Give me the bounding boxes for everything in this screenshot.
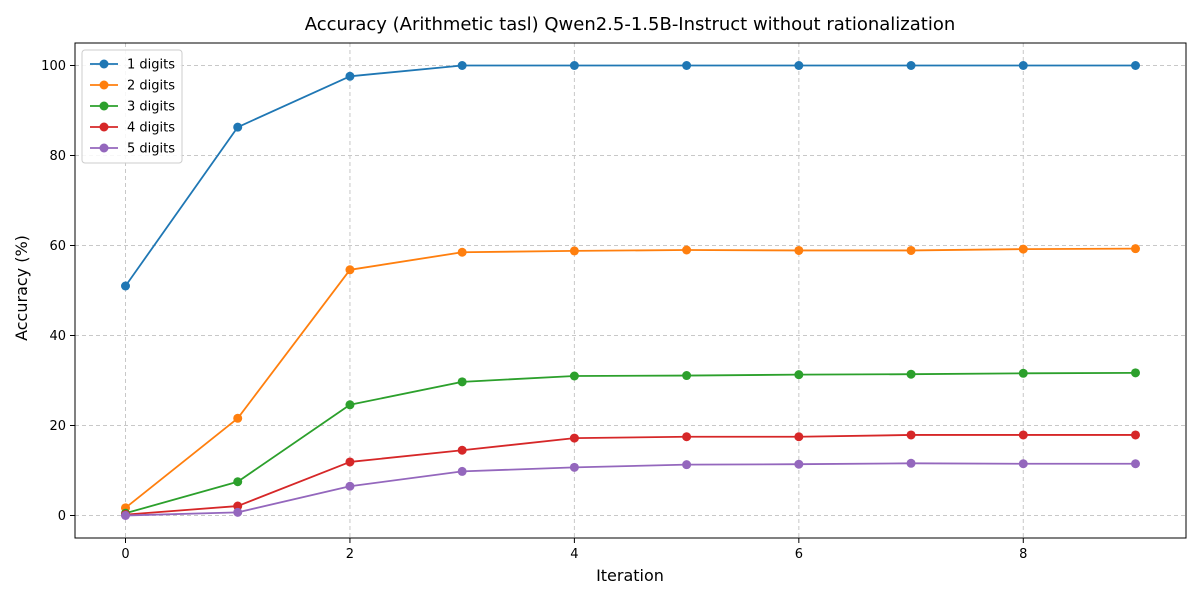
series-line (124, 247, 1136, 509)
legend-label: 3 digits (127, 100, 175, 115)
data-point (906, 245, 916, 255)
legend-item: 1 digits (90, 58, 175, 73)
data-point (1131, 430, 1140, 440)
legend-marker (99, 80, 109, 90)
data-point (457, 377, 467, 387)
data-point (682, 61, 692, 70)
plot-frame (74, 42, 1187, 539)
x-axis-label: Iteration (596, 566, 664, 585)
x-tick-label: 4 (570, 547, 578, 562)
data-point (1018, 430, 1028, 440)
data-point (682, 371, 692, 381)
y-tick-label: 0 (58, 509, 66, 524)
data-point (906, 61, 916, 70)
data-point (345, 400, 355, 410)
data-point (457, 247, 467, 257)
data-point (233, 413, 243, 423)
data-point (569, 433, 579, 443)
data-point (457, 466, 467, 476)
legend-item: 2 digits (90, 79, 175, 94)
y-tick-label: 80 (49, 149, 66, 164)
legend-marker (99, 143, 109, 153)
data-point (682, 460, 692, 470)
x-tick-label: 0 (121, 547, 129, 562)
data-point (794, 432, 804, 442)
series-line (125, 371, 1136, 515)
legend-item: 4 digits (90, 121, 175, 136)
data-point (794, 459, 804, 469)
legend-marker (99, 59, 109, 69)
data-point (233, 507, 243, 517)
legend-label: 2 digits (127, 79, 175, 94)
data-point (121, 281, 130, 291)
legend-item: 5 digits (90, 142, 175, 157)
data-point (345, 71, 355, 81)
legend-label: 5 digits (127, 142, 175, 157)
series-2 (121, 244, 1140, 513)
data-point (906, 369, 916, 379)
series-line (125, 434, 1136, 516)
data-point (794, 370, 804, 380)
legend-marker (99, 101, 109, 111)
series-line (125, 462, 1136, 517)
data-point (1018, 244, 1028, 254)
series-line (124, 64, 1136, 287)
data-point (794, 61, 804, 70)
data-point (682, 432, 692, 442)
data-point (457, 445, 467, 455)
data-point (1131, 244, 1140, 254)
y-tick-label: 20 (49, 419, 66, 434)
data-point (1018, 459, 1028, 469)
data-point (233, 477, 243, 487)
y-tick-label: 60 (49, 239, 66, 254)
data-point (794, 245, 804, 255)
data-point (1131, 368, 1140, 378)
data-point (233, 501, 243, 511)
data-point (682, 245, 692, 255)
data-point (906, 458, 916, 468)
y-tick-label: 100 (41, 59, 66, 74)
data-point (569, 462, 579, 472)
data-point (569, 246, 579, 256)
legend-marker (99, 122, 109, 132)
data-point (1018, 368, 1028, 378)
data-point (345, 481, 355, 491)
legend-label: 4 digits (127, 121, 175, 136)
x-tick-label: 6 (795, 547, 803, 562)
data-point (1131, 459, 1140, 469)
legend-box (81, 49, 183, 164)
legend: 1 digits 2 digits 3 digits 4 digits 5 digits (81, 49, 183, 164)
data-point (121, 511, 130, 520)
data-point (345, 457, 355, 467)
y-tick-label: 40 (49, 329, 66, 344)
series-layer (121, 61, 1140, 520)
data-point (457, 61, 467, 70)
legend-item: 3 digits (90, 100, 175, 115)
series-1 (121, 61, 1140, 291)
data-point (569, 371, 579, 381)
legend-label: 1 digits (127, 58, 175, 73)
x-tick-label: 2 (346, 547, 354, 562)
data-point (233, 122, 243, 132)
data-point (345, 265, 355, 275)
data-point (906, 430, 916, 440)
data-point (1018, 61, 1028, 70)
series-5 (121, 458, 1140, 520)
data-point (569, 61, 579, 70)
data-point (1131, 61, 1140, 70)
chart-title: Accuracy (Arithmetic tasl) Qwen2.5-1.5B-… (305, 14, 956, 35)
x-tick-label: 8 (1019, 547, 1027, 562)
y-axis-label: Accuracy (%) (12, 235, 31, 341)
